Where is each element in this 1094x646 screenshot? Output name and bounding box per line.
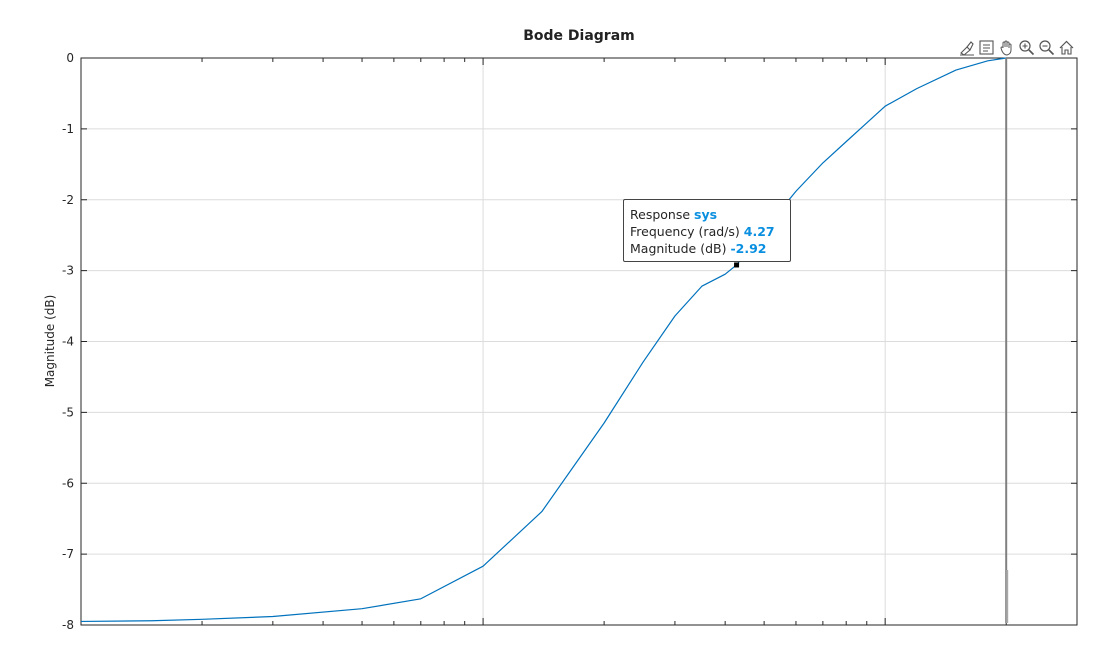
datatip-marker[interactable] bbox=[734, 262, 740, 268]
zoom-in-icon bbox=[1019, 39, 1035, 55]
axes-toolbar bbox=[957, 37, 1076, 57]
datatip-magnitude-value: -2.92 bbox=[730, 241, 767, 256]
pan-icon bbox=[1000, 40, 1012, 56]
datatip-frequency-row: Frequency (rad/s) 4.27 bbox=[630, 223, 790, 240]
zoom-out-icon bbox=[1039, 39, 1055, 55]
home-icon bbox=[1059, 40, 1074, 55]
series-line-sys bbox=[80, 57, 1007, 623]
tick-marks bbox=[80, 57, 1078, 626]
chart-title: Bode Diagram bbox=[523, 28, 635, 44]
datatip-response-value: sys bbox=[694, 207, 718, 222]
data-tip-button[interactable] bbox=[977, 38, 996, 57]
brush-button[interactable] bbox=[957, 38, 976, 57]
y-tick-label: -7 bbox=[62, 547, 74, 561]
datatip-frequency-label: Frequency (rad/s) bbox=[630, 224, 740, 239]
y-tick-label: -6 bbox=[62, 476, 74, 490]
data-tip-icon bbox=[979, 39, 994, 55]
datatip-frequency-value: 4.27 bbox=[743, 224, 775, 239]
y-tick-label: -5 bbox=[62, 405, 74, 419]
grid-lines bbox=[80, 57, 1077, 626]
pan-button[interactable] bbox=[997, 38, 1016, 57]
brush-icon bbox=[960, 40, 974, 56]
datatip-magnitude-label: Magnitude (dB) bbox=[630, 241, 727, 256]
y-axis-label: Magnitude (dB) bbox=[43, 295, 57, 388]
datatip-response-row: Response sys bbox=[630, 206, 790, 223]
y-tick-label: -1 bbox=[62, 122, 74, 136]
y-tick-label: -3 bbox=[62, 264, 74, 278]
zoom-in-button[interactable] bbox=[1017, 38, 1036, 57]
y-tick-label: 0 bbox=[66, 51, 74, 65]
y-tick-label: -2 bbox=[62, 193, 74, 207]
series-layer bbox=[80, 57, 1007, 623]
y-tick-labels: 0 -1 -2 -3 -4 -5 -6 -7 -8 bbox=[62, 51, 74, 632]
datatip-magnitude-row: Magnitude (dB) -2.92 bbox=[630, 240, 790, 257]
y-tick-label: -4 bbox=[62, 335, 74, 349]
y-tick-label: -8 bbox=[62, 618, 74, 632]
datatip-response-label: Response bbox=[630, 207, 691, 222]
zoom-out-button[interactable] bbox=[1037, 38, 1056, 57]
home-button[interactable] bbox=[1057, 38, 1076, 57]
datatip-box[interactable]: Response sys Frequency (rad/s) 4.27 Magn… bbox=[623, 199, 791, 262]
